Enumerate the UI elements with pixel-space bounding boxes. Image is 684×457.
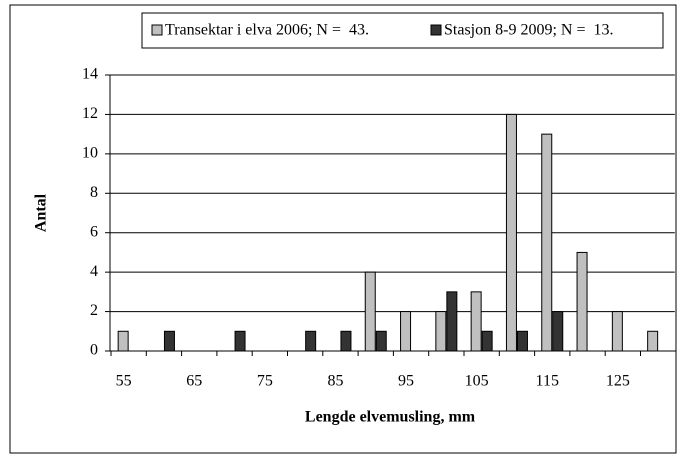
y-axis-title: Antal <box>33 193 50 232</box>
y-tick-label: 4 <box>90 263 98 280</box>
chart-border <box>9 4 677 454</box>
bar <box>117 330 129 352</box>
bar <box>481 330 493 352</box>
y-tick-label: 8 <box>90 184 98 201</box>
legend-label: Transektar i elva 2006; N = 43. <box>165 22 369 39</box>
bar <box>505 113 517 352</box>
y-tick-label: 10 <box>82 145 98 162</box>
bar <box>541 133 553 352</box>
bar <box>435 311 447 352</box>
bar <box>364 271 376 352</box>
x-tick-label: 95 <box>398 373 414 390</box>
y-tick-label: 2 <box>90 302 98 319</box>
bar <box>375 330 387 352</box>
x-tick-label: 75 <box>257 373 273 390</box>
bar <box>576 251 588 352</box>
x-tick-label: 115 <box>536 373 559 390</box>
x-tick-label: 65 <box>186 373 202 390</box>
y-tick-label: 12 <box>82 105 98 122</box>
y-tick-label: 6 <box>90 223 98 240</box>
bar <box>305 330 317 352</box>
legend-swatch <box>430 24 442 36</box>
legend-swatch <box>151 24 163 36</box>
x-tick-label: 105 <box>465 373 489 390</box>
x-tick-label: 125 <box>606 373 630 390</box>
bar <box>234 330 246 352</box>
bar <box>611 311 623 352</box>
legend-label: Stasjon 8-9 2009; N = 13. <box>444 22 613 39</box>
bar <box>516 330 528 352</box>
bar <box>470 291 482 352</box>
x-tick-label: 85 <box>327 373 343 390</box>
y-tick-label: 0 <box>90 342 98 359</box>
bar <box>400 311 412 352</box>
bar <box>647 330 659 352</box>
bar <box>446 291 458 352</box>
bar <box>163 330 175 352</box>
y-tick-label: 14 <box>82 66 98 83</box>
bar <box>340 330 352 352</box>
x-tick-label: 55 <box>116 373 132 390</box>
legend-box <box>141 12 664 49</box>
x-axis-title: Lengde elvemusling, mm <box>305 409 476 426</box>
bar <box>552 311 564 352</box>
